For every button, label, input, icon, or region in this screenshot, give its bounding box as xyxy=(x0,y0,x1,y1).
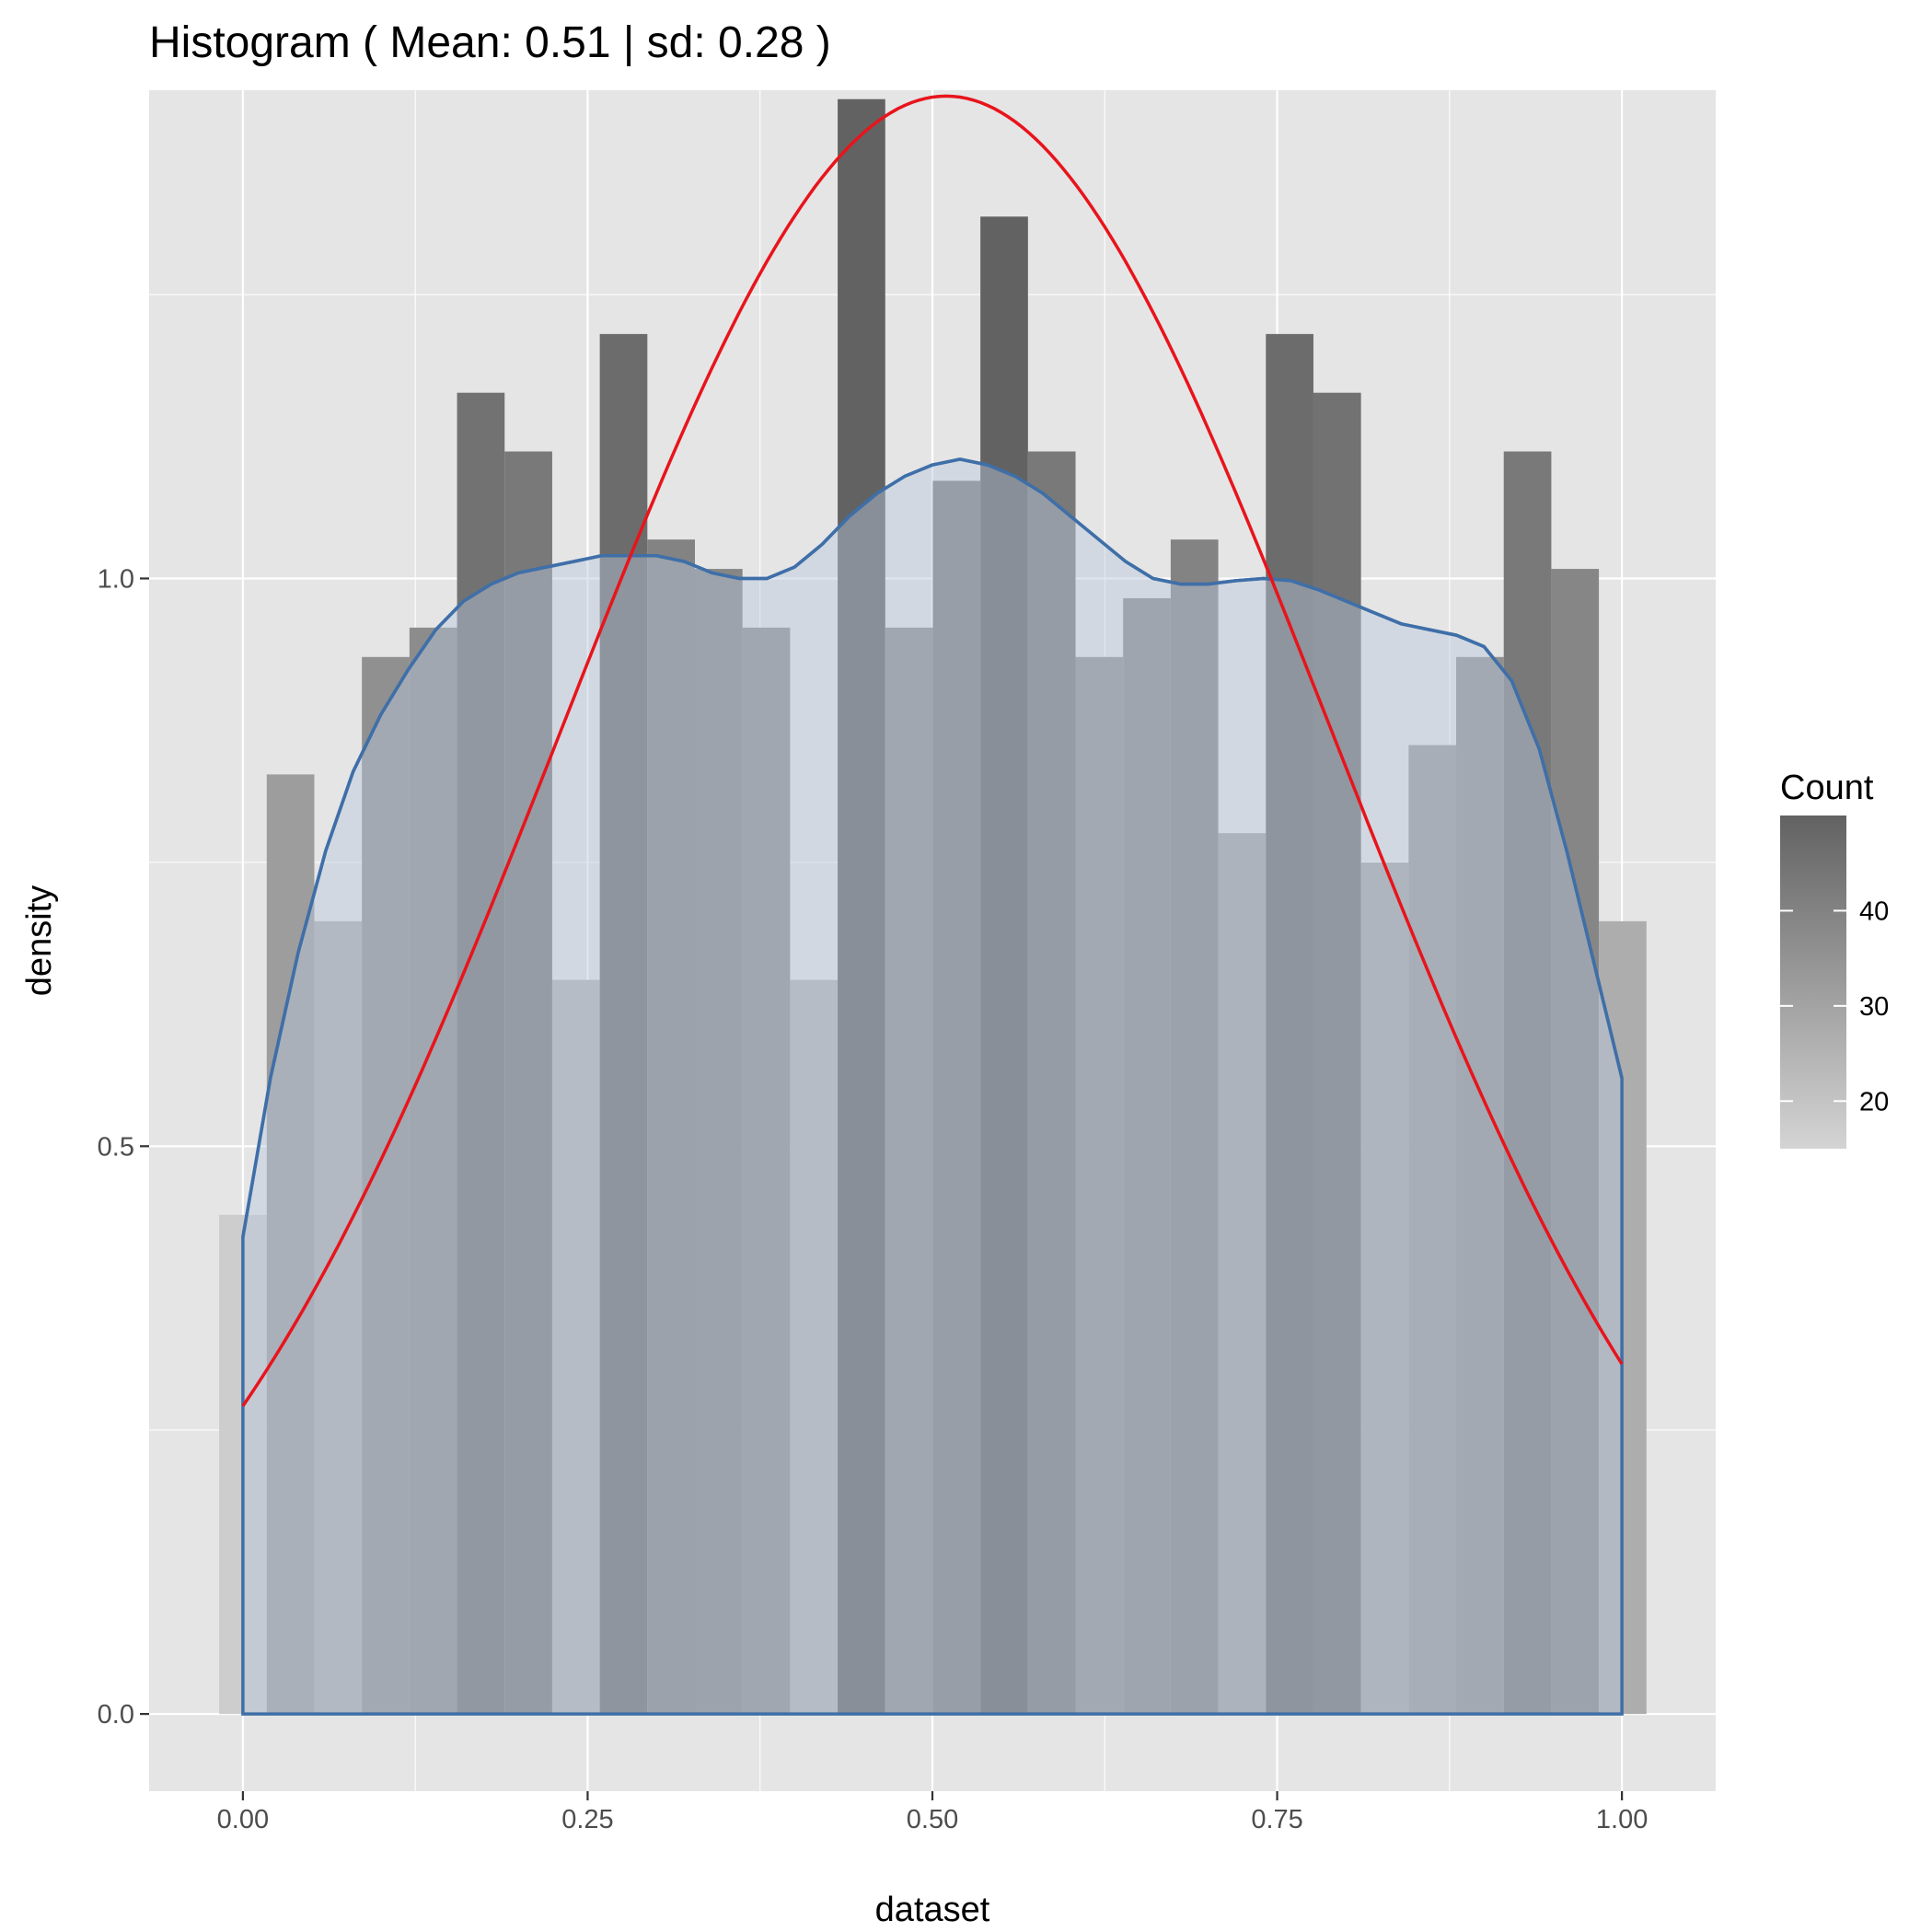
histogram-bar xyxy=(1360,862,1409,1715)
x-tick-label: 0.00 xyxy=(217,1805,269,1834)
count-legend: Count 20 30 40 xyxy=(1780,769,1889,1149)
histogram-bar xyxy=(695,569,743,1715)
histogram-bars xyxy=(219,98,1647,1715)
density-line xyxy=(241,457,1624,1238)
histogram-bar xyxy=(1123,597,1171,1715)
legend-title: Count xyxy=(1780,769,1874,807)
histogram-bar xyxy=(838,98,885,1715)
histogram-bar xyxy=(932,480,981,1715)
histogram-bar xyxy=(1551,569,1600,1715)
normal-curve-group xyxy=(241,94,1624,1407)
histogram-bar xyxy=(790,979,839,1715)
y-tick-label: 0.5 xyxy=(98,1132,134,1162)
x-tick-label: 0.75 xyxy=(1251,1805,1302,1834)
histogram-bar xyxy=(1170,539,1219,1715)
x-tick-label: 1.00 xyxy=(1596,1805,1648,1834)
x-tick-label: 0.25 xyxy=(561,1805,613,1834)
histogram-bar xyxy=(551,979,600,1715)
histogram-bar xyxy=(599,333,648,1715)
histogram-bar xyxy=(1075,656,1124,1715)
legend-ticks: 20 30 40 xyxy=(1780,897,1889,1116)
chart-title: Histogram ( Mean: 0.51 | sd: 0.28 ) xyxy=(149,18,831,67)
x-axis-title: dataset xyxy=(875,1891,990,1929)
histogram-bar xyxy=(1313,392,1361,1715)
y-axis-title: density xyxy=(20,885,59,996)
histogram-bar xyxy=(1503,451,1552,1715)
histogram-bar xyxy=(266,774,315,1715)
histogram-bar xyxy=(1266,333,1313,1715)
x-tick-label: 0.50 xyxy=(907,1805,958,1834)
y-tick-label: 1.0 xyxy=(98,564,134,594)
density-curve-group xyxy=(241,457,1624,1716)
histogram-bar xyxy=(457,392,505,1715)
histogram-bar xyxy=(1408,745,1457,1715)
legend-tick-label: 40 xyxy=(1859,897,1889,926)
histogram-bar xyxy=(314,920,363,1715)
histogram-bar xyxy=(504,451,552,1715)
histogram-bar xyxy=(742,627,791,1715)
legend-tick-label: 20 xyxy=(1859,1087,1889,1116)
density-area xyxy=(241,457,1624,1716)
histogram-bar xyxy=(1218,833,1267,1715)
histogram-bar xyxy=(647,539,696,1715)
histogram-bar xyxy=(409,627,457,1715)
legend-tick-label: 30 xyxy=(1859,992,1889,1022)
y-tick-label: 0.0 xyxy=(98,1700,134,1730)
histogram-bar xyxy=(1456,656,1504,1715)
histogram-bar xyxy=(1027,451,1076,1715)
histogram-bar xyxy=(885,627,933,1715)
axes: 0.00 0.25 0.50 0.75 1.00 0.0 0.5 1.0 xyxy=(98,564,1649,1834)
legend-colorbar xyxy=(1780,816,1846,1149)
normal-curve-line xyxy=(241,94,1624,1407)
